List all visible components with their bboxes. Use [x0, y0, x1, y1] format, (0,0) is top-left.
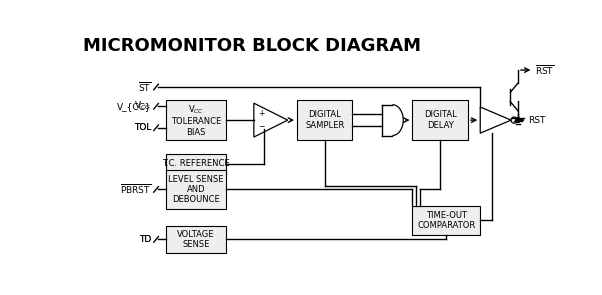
- Text: $\overline{\mathrm{PBRST}}$: $\overline{\mathrm{PBRST}}$: [120, 182, 152, 196]
- Text: $\overline{\mathrm{ST}}$: $\overline{\mathrm{ST}}$: [138, 80, 152, 94]
- Text: DIGITAL
SAMPLER: DIGITAL SAMPLER: [305, 110, 344, 130]
- Bar: [166, 170, 226, 209]
- Text: RST: RST: [528, 116, 545, 124]
- Text: +: +: [258, 109, 265, 118]
- Text: V$_{CC}$: V$_{CC}$: [134, 100, 152, 112]
- Text: VOLTAGE
SENSE: VOLTAGE SENSE: [178, 230, 215, 249]
- Text: DIGITAL
DELAY: DIGITAL DELAY: [424, 110, 456, 130]
- Bar: [297, 100, 352, 140]
- Bar: [166, 100, 226, 140]
- Bar: [412, 100, 468, 140]
- Text: MICROMONITOR BLOCK DIAGRAM: MICROMONITOR BLOCK DIAGRAM: [83, 37, 421, 55]
- Text: TD: TD: [139, 235, 152, 244]
- Text: V$_{CC}$
TOLERANCE
BIAS: V$_{CC}$ TOLERANCE BIAS: [171, 104, 221, 137]
- Text: TD: TD: [139, 235, 152, 244]
- Text: $\overline{\mathrm{RST}}$: $\overline{\mathrm{RST}}$: [535, 63, 554, 77]
- Circle shape: [516, 118, 520, 122]
- Text: T.C. REFERENCE: T.C. REFERENCE: [163, 160, 230, 168]
- Bar: [166, 154, 226, 174]
- Text: TOL: TOL: [134, 123, 152, 132]
- Text: LEVEL SENSE
AND
DEBOUNCE: LEVEL SENSE AND DEBOUNCE: [169, 175, 224, 204]
- Bar: [166, 226, 226, 253]
- Text: −: −: [258, 122, 265, 131]
- Bar: [412, 206, 480, 235]
- Text: TIME-OUT
COMPARATOR: TIME-OUT COMPARATOR: [417, 211, 476, 230]
- Text: TOL: TOL: [134, 123, 152, 132]
- Text: V_{CC}: V_{CC}: [117, 102, 152, 111]
